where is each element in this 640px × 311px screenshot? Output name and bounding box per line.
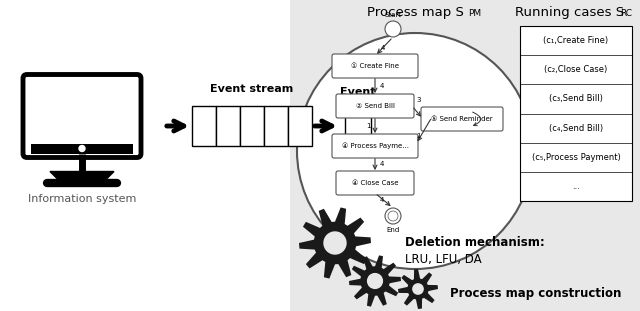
Circle shape [385,21,401,37]
Text: ⑤ Send Reminder: ⑤ Send Reminder [431,116,493,122]
FancyBboxPatch shape [336,171,414,195]
Circle shape [323,231,347,255]
Text: ④ Close Case: ④ Close Case [352,180,398,186]
Text: (c₁,Create Fine): (c₁,Create Fine) [543,36,609,45]
Polygon shape [349,255,401,307]
Text: Deletion mechanism:: Deletion mechanism: [405,236,545,249]
Polygon shape [50,171,114,182]
Text: 4: 4 [380,161,384,168]
Text: End: End [387,227,399,233]
Circle shape [412,283,424,295]
FancyBboxPatch shape [332,54,418,78]
Text: ...: ... [572,182,580,191]
Circle shape [79,146,85,151]
Text: Process map S: Process map S [367,6,463,19]
Text: 1: 1 [416,133,420,139]
Bar [240,106,264,146]
Text: ④ Process Payme...: ④ Process Payme... [342,143,408,149]
Bar [192,106,216,146]
Bar [345,109,371,143]
Text: Event: Event [340,87,376,97]
Text: 1: 1 [365,123,371,129]
Text: Process map construction: Process map construction [450,286,621,299]
Bar [264,106,288,146]
Text: (c₃,Send Bill): (c₃,Send Bill) [549,95,603,104]
Text: Information system: Information system [28,193,136,203]
Text: (c₄,Send Bill): (c₄,Send Bill) [549,123,603,132]
FancyBboxPatch shape [421,107,503,131]
Text: (c₂,Close Case): (c₂,Close Case) [545,65,607,74]
Bar [290,0,640,311]
Text: 3: 3 [416,97,420,103]
FancyBboxPatch shape [23,75,141,157]
Text: Running cases S: Running cases S [515,6,625,19]
Bar [35,84,129,144]
Circle shape [385,208,401,224]
Bar [31,143,133,154]
Circle shape [388,211,398,221]
Bar [288,106,312,146]
Circle shape [367,273,383,289]
Polygon shape [299,207,371,279]
Circle shape [297,33,533,269]
Text: ① Create Fine: ① Create Fine [351,63,399,69]
Bar [520,26,632,201]
Bar [192,106,197,146]
FancyBboxPatch shape [332,134,418,158]
Text: 4: 4 [381,44,385,50]
Text: ② Send Bill: ② Send Bill [355,103,394,109]
Text: Start: Start [385,12,401,18]
Text: RC: RC [620,9,632,18]
Text: LRU, LFU, DA: LRU, LFU, DA [405,253,482,266]
Bar [216,106,240,146]
Text: 4: 4 [380,83,384,89]
Text: 4: 4 [380,197,384,202]
Bar [307,106,312,146]
Text: (c₅,Process Payment): (c₅,Process Payment) [532,153,620,162]
Text: PM: PM [468,9,481,18]
Polygon shape [398,269,438,309]
Text: Event stream: Event stream [211,84,294,94]
FancyBboxPatch shape [336,94,414,118]
